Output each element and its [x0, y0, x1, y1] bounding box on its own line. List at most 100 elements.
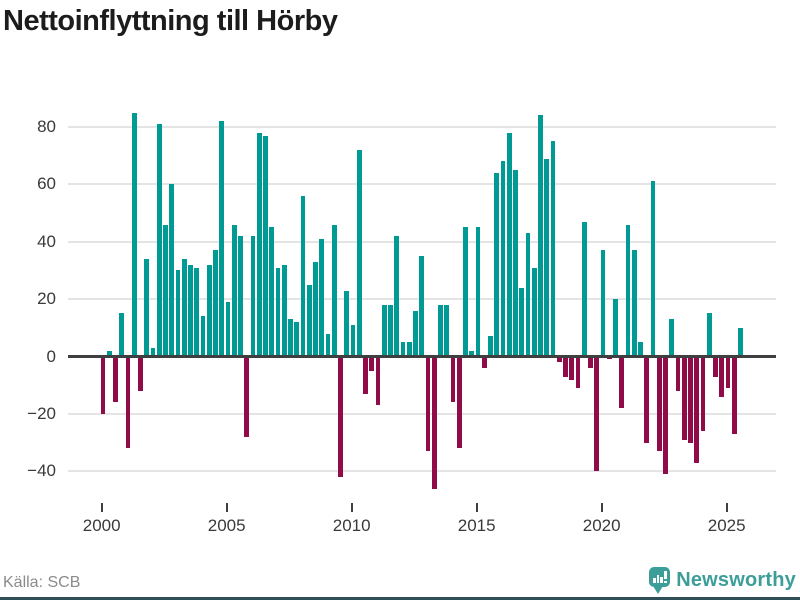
- bar: [256, 132, 262, 357]
- bar: [281, 264, 287, 357]
- bar: [363, 356, 368, 394]
- bar: [638, 342, 643, 357]
- x-axis-tick: [475, 503, 478, 512]
- bar: [675, 356, 681, 391]
- bar: [650, 181, 656, 357]
- bar: [563, 356, 568, 377]
- bar: [294, 322, 300, 357]
- bar: [225, 302, 231, 357]
- bar: [175, 270, 181, 357]
- bar: [406, 342, 412, 357]
- bar: [394, 236, 400, 357]
- bar: [313, 261, 318, 357]
- bar: [300, 195, 306, 357]
- bar: [525, 233, 531, 357]
- bar: [200, 316, 206, 357]
- y-axis-label: 80: [37, 116, 56, 136]
- bar: [594, 356, 600, 472]
- gridline: [68, 240, 776, 243]
- bar: [163, 224, 168, 357]
- x-axis-label: 2025: [707, 516, 746, 535]
- bar: [531, 267, 537, 357]
- source-note: Källa: SCB: [3, 574, 81, 591]
- bar: [250, 236, 256, 357]
- bar: [719, 356, 725, 397]
- bar: [381, 304, 387, 357]
- bar: [569, 356, 575, 380]
- bottom-rule: [0, 597, 800, 600]
- bar: [238, 236, 243, 357]
- bar: [694, 356, 700, 463]
- bar: [356, 149, 362, 357]
- bar: [519, 287, 525, 357]
- bar: [181, 258, 187, 357]
- bar: [725, 356, 731, 389]
- x-axis-label: 2000: [82, 516, 121, 535]
- bar: [206, 264, 212, 357]
- bar: [188, 264, 193, 357]
- bar: [438, 304, 443, 357]
- bar: [544, 158, 550, 357]
- x-axis-tick: [725, 503, 728, 512]
- bar: [369, 356, 375, 371]
- bar: [138, 356, 143, 391]
- bar: [469, 350, 475, 357]
- bar: [713, 356, 718, 377]
- bar: [344, 290, 350, 357]
- bar: [513, 169, 518, 357]
- bar: [631, 250, 637, 357]
- gridline: [68, 183, 776, 186]
- bar: [131, 112, 137, 357]
- bar: [325, 333, 331, 357]
- bar: [156, 124, 162, 357]
- bar: [494, 172, 500, 357]
- bar: [600, 250, 606, 357]
- bar: [731, 356, 737, 434]
- bar: [475, 227, 481, 357]
- bar: [481, 356, 487, 368]
- bar: [350, 324, 356, 357]
- bar: [431, 356, 437, 489]
- bar: [331, 224, 337, 357]
- bar: [450, 356, 456, 403]
- bar: [581, 221, 587, 357]
- x-axis-tick: [100, 503, 103, 512]
- bar: [244, 356, 250, 437]
- x-axis-tick: [600, 503, 603, 512]
- x-axis-label: 2020: [582, 516, 621, 535]
- bar: [213, 250, 218, 357]
- bar: [275, 267, 281, 357]
- bar: [663, 356, 668, 475]
- bar: [456, 356, 462, 449]
- bar: [500, 161, 506, 357]
- gridline: [68, 125, 776, 128]
- bar: [656, 356, 662, 452]
- bar: [319, 238, 325, 357]
- bar: [388, 304, 393, 357]
- bar: [400, 342, 406, 357]
- bar: [263, 135, 268, 357]
- bar: [575, 356, 581, 389]
- bar: [169, 184, 175, 357]
- bar: [288, 319, 293, 357]
- bar: [706, 313, 712, 357]
- x-axis-tick: [350, 503, 353, 512]
- newsworthy-logo: Newsworthy: [649, 563, 796, 597]
- y-axis-label: 60: [37, 174, 56, 194]
- bar: [100, 356, 106, 414]
- bar: [150, 347, 156, 357]
- bar: [113, 356, 118, 403]
- bar: [444, 304, 450, 357]
- bar: [538, 115, 543, 357]
- bar: [588, 356, 593, 368]
- bar: [613, 299, 618, 357]
- bar: [219, 121, 225, 357]
- x-axis-tick: [225, 503, 228, 512]
- bar: [375, 356, 381, 406]
- bar: [506, 132, 512, 357]
- bar: [231, 224, 237, 357]
- y-axis-label: −40: [27, 461, 56, 481]
- y-axis-label: 0: [46, 346, 56, 366]
- y-axis-label: −20: [27, 403, 56, 423]
